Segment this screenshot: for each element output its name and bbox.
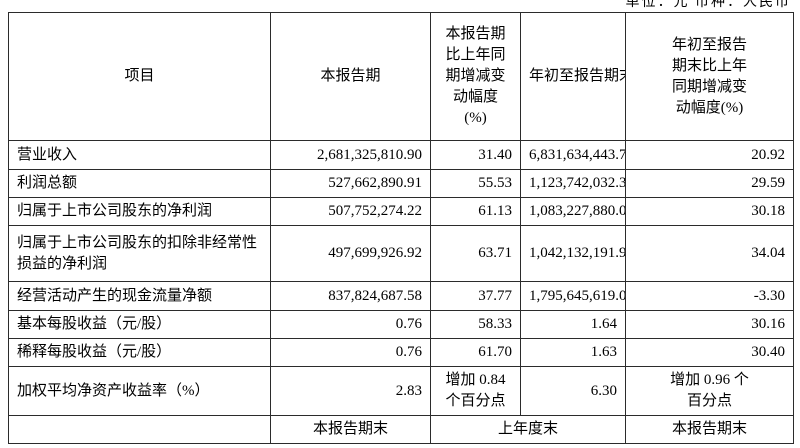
section2-current-period-end-right: 本报告期末 <box>625 415 794 444</box>
cell-current-change: 61.13 <box>430 197 521 226</box>
cell-current-change: 58.33 <box>430 310 521 339</box>
table-row: 加权平均净资产收益率（%） 2.83 增加 0.84 个百分点 6.30 增加 … <box>8 366 794 416</box>
header-current-period: 本报告期 <box>270 12 431 141</box>
cell-ytd-change: 20.92 <box>625 140 794 170</box>
cell-current-change: 37.77 <box>430 281 521 311</box>
cell-current-change: 增加 0.84 个百分点 <box>430 366 521 416</box>
cell-current-change: 31.40 <box>430 140 521 170</box>
header-current-change-text: 本报告期比上年同期增减变动幅度(%) <box>445 26 506 126</box>
cell-ytd-change: 30.16 <box>625 310 794 339</box>
cell-ytd-change: 30.18 <box>625 197 794 226</box>
section2-header-row: 本报告期末 上年度末 本报告期末 <box>8 415 794 444</box>
cell-ytd: 6.30 <box>520 366 626 416</box>
table-row: 营业收入 2,681,325,810.90 31.40 6,831,634,44… <box>8 140 794 170</box>
table-row: 经营活动产生的现金流量净额 837,824,687.58 37.77 1,795… <box>8 281 794 311</box>
cell-current-change: 55.53 <box>430 169 521 198</box>
table-row: 归属于上市公司股东的扣除非经常性损益的净利润 497,699,926.92 63… <box>8 225 794 282</box>
cell-current: 527,662,890.91 <box>270 169 431 198</box>
header-ytd-change-text: 年初至报告期末比上年同期增减变动幅度(%) <box>671 36 747 116</box>
cell-item: 稀释每股收益（元/股） <box>8 338 271 367</box>
section2-prior-year-end: 上年度末 <box>430 415 626 444</box>
cell-item: 利润总额 <box>8 169 271 198</box>
cell-item: 营业收入 <box>8 140 271 170</box>
cell-current: 497,699,926.92 <box>270 225 431 282</box>
cell-ytd: 1,123,742,032.32 <box>520 169 626 198</box>
cell-current: 507,752,274.22 <box>270 197 431 226</box>
cell-ytd-change: 29.59 <box>625 169 794 198</box>
cell-ytd: 1.63 <box>520 338 626 367</box>
header-current-change: 本报告期比上年同期增减变动幅度(%) <box>430 12 521 141</box>
header-item: 项目 <box>8 12 271 141</box>
financial-summary-table: 项目 本报告期 本报告期比上年同期增减变动幅度(%) 年初至报告期末 年初至报告… <box>8 12 794 444</box>
cell-ytd-change: 34.04 <box>625 225 794 282</box>
cell-item: 经营活动产生的现金流量净额 <box>8 281 271 311</box>
cell-current-change: 63.71 <box>430 225 521 282</box>
cell-ytd: 1.64 <box>520 310 626 339</box>
cell-ytd-change: 30.40 <box>625 338 794 367</box>
cell-ytd: 1,083,227,880.04 <box>520 197 626 226</box>
cell-item: 归属于上市公司股东的扣除非经常性损益的净利润 <box>8 225 271 282</box>
header-row: 项目 本报告期 本报告期比上年同期增减变动幅度(%) 年初至报告期末 年初至报告… <box>8 12 794 141</box>
cell-current: 837,824,687.58 <box>270 281 431 311</box>
cell-item: 归属于上市公司股东的净利润 <box>8 197 271 226</box>
table-row: 稀释每股收益（元/股） 0.76 61.70 1.63 30.40 <box>8 338 794 367</box>
cell-item: 加权平均净资产收益率（%） <box>8 366 271 416</box>
header-ytd: 年初至报告期末 <box>520 12 626 141</box>
section2-current-period-end: 本报告期末 <box>270 415 431 444</box>
cell-ytd: 1,042,132,191.94 <box>520 225 626 282</box>
header-ytd-change: 年初至报告期末比上年同期增减变动幅度(%) <box>625 12 794 141</box>
cell-current: 2,681,325,810.90 <box>270 140 431 170</box>
cell-current-change: 61.70 <box>430 338 521 367</box>
cell-ytd-change: 增加 0.96 个百分点 <box>625 366 794 416</box>
unit-currency-note: 单位：元 币种：人民币 <box>625 0 791 10</box>
cell-current: 2.83 <box>270 366 431 416</box>
table-row: 基本每股收益（元/股） 0.76 58.33 1.64 30.16 <box>8 310 794 339</box>
cell-current: 0.76 <box>270 338 431 367</box>
cell-ytd-change: -3.30 <box>625 281 794 311</box>
cell-current-change-text: 增加 0.84 个百分点 <box>445 372 506 409</box>
cell-ytd: 1,795,645,619.05 <box>520 281 626 311</box>
table-row: 归属于上市公司股东的净利润 507,752,274.22 61.13 1,083… <box>8 197 794 226</box>
cell-ytd: 6,831,634,443.78 <box>520 140 626 170</box>
table-row: 利润总额 527,662,890.91 55.53 1,123,742,032.… <box>8 169 794 198</box>
cell-item: 基本每股收益（元/股） <box>8 310 271 339</box>
cell-current: 0.76 <box>270 310 431 339</box>
cell-ytd-change-text: 增加 0.96 个百分点 <box>670 372 749 409</box>
section2-item-blank <box>8 415 271 444</box>
